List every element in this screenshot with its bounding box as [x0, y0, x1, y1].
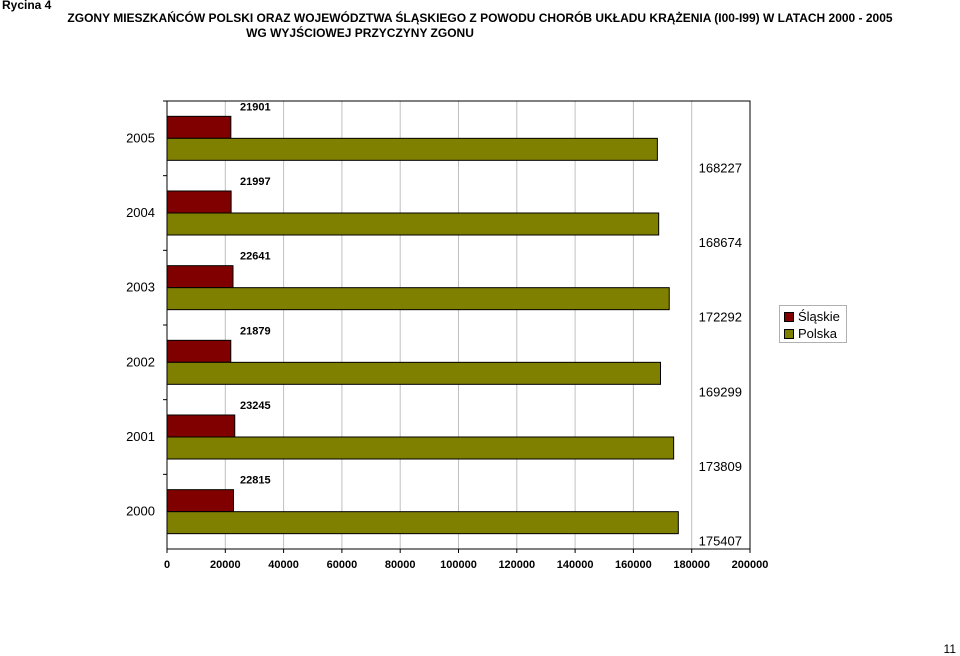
- data-label-slaskie: 21997: [240, 176, 271, 188]
- bar-slaskie: [166, 489, 235, 513]
- data-label-polska: 168674: [699, 235, 742, 250]
- data-label-polska: 169299: [699, 384, 742, 399]
- bar-polska: [166, 436, 675, 460]
- x-tick-label: 60000: [327, 559, 358, 571]
- x-tick-label: 40000: [268, 559, 299, 571]
- x-tick-label: 20000: [210, 559, 241, 571]
- legend-swatch-slaskie: [784, 311, 794, 322]
- data-label-polska: 168227: [699, 160, 742, 175]
- x-tick-label: 120000: [498, 559, 535, 571]
- x-tick-label: 200000: [732, 559, 769, 571]
- x-tick-label: 80000: [385, 559, 416, 571]
- data-label-slaskie: 22641: [240, 251, 271, 263]
- data-label-polska: 173809: [699, 459, 742, 474]
- data-label-slaskie: 23245: [240, 400, 271, 412]
- bar-polska: [166, 287, 670, 311]
- legend: Śląskie Polska: [779, 305, 847, 343]
- bar-polska: [166, 511, 679, 535]
- x-tick-label: 160000: [615, 559, 652, 571]
- legend-label-polska: Polska: [798, 326, 838, 341]
- bar-polska: [166, 137, 658, 161]
- category-label: 2003: [126, 280, 155, 295]
- legend-label-slaskie: Śląskie: [798, 309, 840, 324]
- legend-swatch-polska: [784, 328, 794, 339]
- category-label: 2000: [126, 504, 155, 519]
- x-tick-label: 0: [164, 559, 170, 571]
- bar-polska: [166, 361, 662, 385]
- category-label: 2004: [126, 205, 155, 220]
- x-tick-label: 140000: [557, 559, 594, 571]
- page-number: 11: [943, 642, 956, 656]
- x-tick-label: 180000: [673, 559, 710, 571]
- category-label: 2002: [126, 354, 155, 369]
- figure-label: Rycina 4: [2, 0, 52, 12]
- data-label-polska: 175407: [699, 534, 742, 549]
- bar-slaskie: [166, 339, 232, 363]
- category-label: 2005: [126, 130, 155, 145]
- bar-slaskie: [166, 190, 232, 214]
- category-label: 2001: [126, 429, 155, 444]
- data-label-polska: 172292: [699, 310, 742, 325]
- data-label-slaskie: 21901: [240, 101, 271, 113]
- chart-subtitle: WG WYJŚCIOWEJ PRZYCZYNY ZGONU: [246, 26, 474, 40]
- data-label-slaskie: 22815: [240, 475, 271, 487]
- legend-item-polska: Polska: [784, 325, 842, 342]
- data-label-slaskie: 21879: [240, 325, 271, 337]
- bar-slaskie: [166, 115, 232, 139]
- bar-slaskie: [166, 414, 236, 438]
- legend-item-slaskie: Śląskie: [784, 308, 842, 325]
- x-tick-label: 100000: [440, 559, 477, 571]
- bar-slaskie: [166, 265, 234, 289]
- chart-title: ZGONY MIESZKAŃCÓW POLSKI ORAZ WOJEWÓDZTW…: [67, 11, 893, 25]
- bar-polska: [166, 212, 660, 236]
